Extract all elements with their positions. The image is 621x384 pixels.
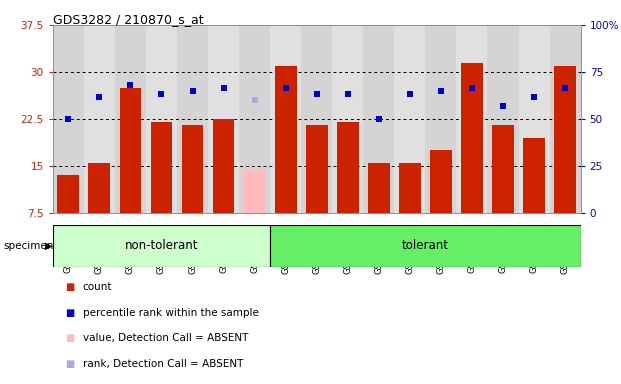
Bar	[239, 25, 270, 213]
Bar	[177, 25, 208, 213]
Bar	[84, 25, 115, 213]
Bar	[461, 63, 483, 213]
Bar	[270, 25, 301, 213]
Bar	[523, 138, 545, 213]
Bar	[492, 125, 514, 213]
Text: ■: ■	[65, 282, 75, 292]
Bar	[337, 122, 359, 213]
Bar	[425, 225, 456, 267]
Bar	[53, 25, 84, 213]
Text: ■: ■	[65, 333, 75, 343]
Bar	[363, 225, 394, 267]
Bar	[119, 88, 142, 213]
Text: ▶: ▶	[45, 241, 53, 251]
Bar	[57, 175, 79, 213]
Bar	[399, 163, 421, 213]
Bar	[115, 25, 146, 213]
Bar	[301, 225, 332, 267]
Bar	[146, 225, 177, 267]
Bar	[487, 25, 519, 213]
Bar	[487, 225, 519, 267]
Bar	[53, 225, 84, 267]
Bar	[53, 225, 270, 267]
Bar	[208, 25, 239, 213]
Text: GDS3282 / 210870_s_at: GDS3282 / 210870_s_at	[53, 13, 204, 26]
Bar	[332, 25, 363, 213]
Text: specimen: specimen	[3, 241, 53, 251]
Bar	[425, 25, 456, 213]
Text: ■: ■	[65, 308, 75, 318]
Bar	[363, 25, 394, 213]
Bar	[177, 225, 208, 267]
Text: value, Detection Call = ABSENT: value, Detection Call = ABSENT	[83, 333, 248, 343]
Bar	[274, 66, 297, 213]
Text: percentile rank within the sample: percentile rank within the sample	[83, 308, 258, 318]
Bar	[150, 122, 173, 213]
Text: tolerant: tolerant	[402, 239, 449, 252]
Bar	[181, 125, 203, 213]
Text: count: count	[83, 282, 112, 292]
Bar	[146, 25, 177, 213]
Bar	[332, 225, 363, 267]
Bar	[394, 225, 425, 267]
Bar	[301, 25, 332, 213]
Bar	[430, 151, 451, 213]
Bar	[519, 225, 550, 267]
Text: non-tolerant: non-tolerant	[125, 239, 198, 252]
Bar	[270, 225, 301, 267]
Bar	[239, 225, 270, 267]
Bar	[243, 169, 266, 213]
Bar	[212, 119, 235, 213]
Bar	[456, 25, 487, 213]
Bar	[89, 163, 111, 213]
Bar	[208, 225, 239, 267]
Text: rank, Detection Call = ABSENT: rank, Detection Call = ABSENT	[83, 359, 243, 369]
Bar	[306, 125, 328, 213]
Bar	[519, 25, 550, 213]
Bar	[550, 25, 581, 213]
Bar	[115, 225, 146, 267]
Bar	[456, 225, 487, 267]
Bar	[368, 163, 390, 213]
Bar	[270, 225, 581, 267]
Bar	[394, 25, 425, 213]
Text: ■: ■	[65, 359, 75, 369]
Bar	[84, 225, 115, 267]
Bar	[555, 66, 576, 213]
Bar	[550, 225, 581, 267]
